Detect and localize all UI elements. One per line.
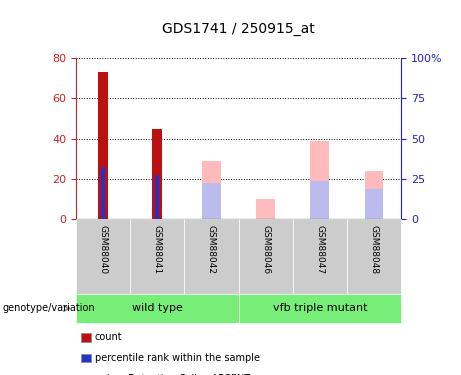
Bar <box>76 294 238 322</box>
Bar <box>239 219 293 294</box>
Bar <box>130 219 184 294</box>
Text: GSM88041: GSM88041 <box>153 225 162 274</box>
Bar <box>310 181 329 219</box>
Text: vfb triple mutant: vfb triple mutant <box>272 303 367 313</box>
Text: percentile rank within the sample: percentile rank within the sample <box>95 353 260 363</box>
Text: GSM88047: GSM88047 <box>315 225 325 274</box>
Text: GSM88048: GSM88048 <box>369 225 378 274</box>
Bar <box>98 72 108 219</box>
Text: GDS1741 / 250915_at: GDS1741 / 250915_at <box>162 22 315 36</box>
Bar <box>202 161 221 219</box>
Bar <box>239 294 401 322</box>
Bar <box>81 354 91 362</box>
Text: value, Detection Call = ABSENT: value, Detection Call = ABSENT <box>95 374 249 375</box>
Text: GSM88042: GSM88042 <box>207 225 216 274</box>
Bar <box>81 333 91 342</box>
Bar <box>293 219 347 294</box>
Text: count: count <box>95 333 122 342</box>
Bar <box>155 175 159 219</box>
Bar <box>347 219 401 294</box>
Text: wild type: wild type <box>132 303 183 313</box>
Bar <box>101 167 105 219</box>
Text: GSM88040: GSM88040 <box>99 225 108 274</box>
Bar <box>256 199 275 219</box>
Bar <box>76 219 130 294</box>
Bar <box>365 189 384 219</box>
Text: genotype/variation: genotype/variation <box>2 303 95 313</box>
Bar <box>202 183 221 219</box>
Bar <box>153 129 162 219</box>
Bar <box>184 219 238 294</box>
Bar <box>310 141 329 219</box>
Bar <box>365 171 384 219</box>
Text: GSM88046: GSM88046 <box>261 225 270 274</box>
